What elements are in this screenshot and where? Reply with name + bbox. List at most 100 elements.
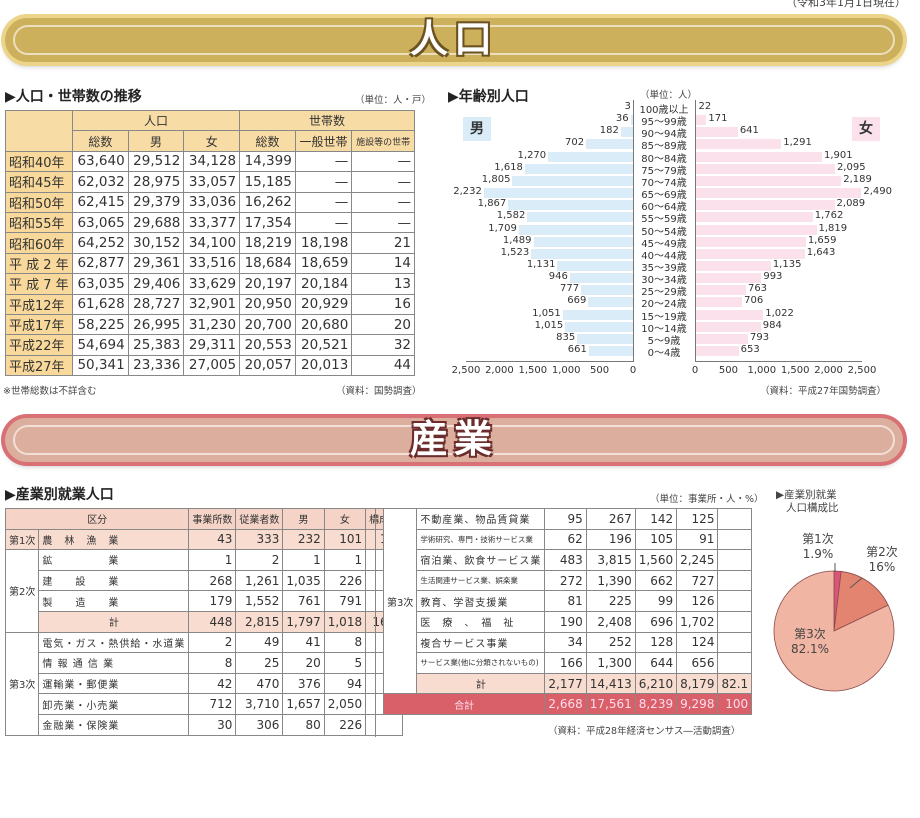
table-row: 学術研究、専門・技術サービス業 62 196 105 91 [384,528,753,551]
female-value: 706 [744,295,764,307]
female-x-axis [695,361,862,362]
age-label: 60〜64歳 [641,202,687,214]
value-cell: 226 [323,569,367,592]
year-cell: 平成17年 [5,313,73,336]
value-cell: 20,521 [294,334,353,356]
pie-title-1: ▶産業別就業 [776,489,837,501]
value-cell: 124 [676,631,719,654]
value-cell: 2,050 [323,693,367,715]
column-header: 事業所数 [188,508,237,530]
value-cell: 470 [235,672,284,695]
industry-name: 製 造 業 [38,590,190,612]
female-bar [695,346,739,356]
column-header: 女 [323,508,367,530]
male-x-axis [466,361,633,362]
value-cell: 32,901 [183,293,241,315]
male-tick-label: 1,500 [518,365,548,376]
category-cell: 第3次 [382,507,418,695]
table-row: 生活関連サービス業、娯楽業 272 1,390 662 727 [384,569,753,592]
value-cell: 166 [544,652,587,674]
male-bar [588,346,633,356]
value-cell: 62,032 [72,171,129,193]
male-value: 3 [624,101,631,112]
table-row: 昭和45年 62,032 28,975 33,057 15,185— — [5,171,415,193]
leader-line [849,577,863,589]
total-value: 2,668 [544,693,587,715]
population-table: 人口 世帯数 総数男女総数 一般世帯 施設等の世帯 昭和40年 63,640 29,512 34… [5,109,415,377]
value-cell: 80 [282,713,325,736]
value-cell: 20 [351,313,415,336]
industry-unit: （単位：事業所・人・%） [650,494,764,505]
value-cell: 3,710 [235,693,284,715]
value-cell: 82.1 [717,672,753,695]
value-cell: 25 [235,652,284,674]
category-cell: 第2次 [4,549,40,633]
pie-slice-name: 第3次 [794,627,826,641]
value-cell: 8 [188,652,237,674]
table-row: 第3次 不動産業、物品賃貸業 95 267 142 125 [382,507,753,695]
industry-table-left: 区分事業所数従業者数男女構成比第1次農 林 漁 業433332321011.9第… [4,508,404,736]
value-cell: 268 [188,569,237,592]
female-tick-label: 2,500 [847,365,877,376]
value-cell: 2,177 [544,672,587,695]
female-value: 653 [740,344,760,355]
industry-name: 電気・ガス・熱供給・水道業 [38,631,190,654]
corner-cell [5,110,73,152]
column-header: 施設等の世帯 [351,130,415,152]
value-cell: 1 [323,549,367,571]
value-cell [717,528,753,551]
value-cell: 28,727 [127,293,185,315]
value-cell: 30,152 [127,232,185,254]
age-label: 20〜24歳 [641,299,687,311]
male-bar [588,297,633,308]
female-value: 1,901 [823,149,853,161]
value-cell: 2,245 [676,549,719,571]
value-cell: 3,815 [585,549,636,571]
value-cell: 17,354 [239,211,296,234]
value-cell: 696 [634,610,678,633]
pie-slice-2 [833,570,889,632]
industry-table-right: 第3次 不動産業、物品賃貸業 95 267 142 125 学術研究、専門・技術サービス業 6… [382,507,753,715]
male-bar [620,127,633,138]
table-row: 複合サービス事業 34 252 128 124 [384,631,753,654]
female-value: 1,022 [765,307,794,319]
population-source: （資料：国勢調査） [336,386,422,397]
male-bar [565,321,633,332]
table-row: 医 療 、 福 祉 190 2,408 696 1,702 [384,610,753,633]
column-header: 総数 [72,130,129,152]
female-tick-label: 2,000 [814,365,843,376]
value-cell: 761 [282,590,325,612]
age-label: 90〜94歳 [641,129,687,141]
value-cell: 32 [351,334,415,356]
value-cell: 644 [634,652,678,674]
value-cell: 30 [188,713,237,736]
pie-slice-name: 第1次 [802,532,834,546]
column-header: 男 [282,508,325,530]
table-row: 平 成 2 年 62,877 29,361 33,516 18,684 18,659 14 [5,252,415,275]
male-value: 1,618 [494,161,523,173]
header-row: 総数男女総数 一般世帯 施設等の世帯 [6,130,415,152]
value-cell: 20 [282,652,325,674]
female-value: 793 [749,331,770,343]
value-cell: 272 [544,569,587,592]
value-cell: 33,629 [183,273,241,295]
male-value: 835 [556,331,576,343]
pie-slice-3 [773,570,895,692]
male-bar [586,139,633,150]
value-cell: 190 [544,610,587,633]
table-row: 昭和60年 64,252 30,152 34,100 18,219 18,198 21 [5,232,415,254]
female-tick-label: 1,500 [780,365,810,376]
date-note: （令和3年1月1日現在） [786,0,906,9]
female-bar [695,200,835,211]
value-cell [717,508,753,530]
industry-name: サービス業(他に分類されないもの) [416,652,546,674]
female-bar [695,115,707,126]
value-cell: 28,975 [127,171,185,193]
male-value: 1,709 [488,222,517,234]
age-label: 75〜79歳 [641,165,687,177]
column-header: 一般世帯 [294,130,353,152]
value-cell: 8,179 [676,672,719,695]
total-row: 合計 2,668 17,561 8,239 9,298 100 [382,693,753,715]
